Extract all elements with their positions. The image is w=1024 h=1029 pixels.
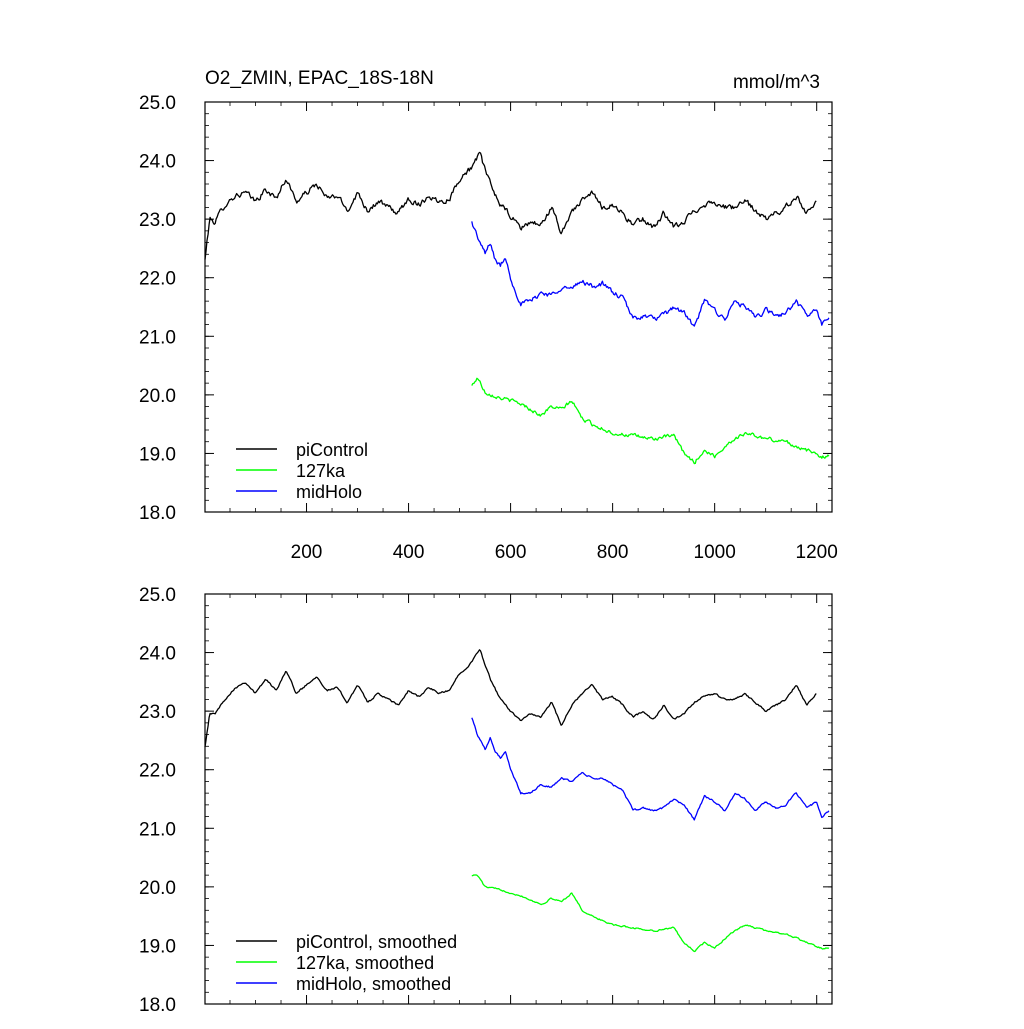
x-tick-label: 600 <box>495 542 527 563</box>
chart-units: mmol/m^3 <box>733 72 820 93</box>
x-tick-label: 200 <box>291 542 323 563</box>
x-tick-label: 1200 <box>796 542 838 563</box>
y-tick-label: 18.0 <box>139 995 176 1016</box>
legend-label: midHolo <box>296 482 362 502</box>
y-tick-label: 20.0 <box>139 386 176 407</box>
x-tick-label: 1000 <box>694 542 736 563</box>
panel-top: 18.0 19.0 20.0 21.0 22.0 23.0 24.0 25.0 200 400 60… <box>139 93 838 563</box>
legend-label: 127ka, smoothed <box>296 953 434 973</box>
y-tick-label: 21.0 <box>139 819 176 840</box>
y-tick-label: 24.0 <box>139 152 176 173</box>
y-tick-label: 21.0 <box>139 327 176 348</box>
panel-bottom: 18.0 19.0 20.0 21.0 22.0 23.0 24.0 25.0 piContro… <box>139 585 833 1016</box>
series-line-picontrol <box>204 151 817 260</box>
series-line-midholo <box>471 221 830 327</box>
y-tick-label: 20.0 <box>139 878 176 899</box>
series-line-midholo-smoothed <box>471 717 830 821</box>
legend-label: 127ka <box>296 461 346 481</box>
legend-label: piControl <box>296 440 368 460</box>
y-tick-label: 18.0 <box>139 503 176 524</box>
series-line-127ka-smoothed <box>471 874 830 953</box>
series-line-picontrol-smoothed <box>204 649 817 748</box>
x-tick-label: 400 <box>393 542 425 563</box>
y-tick-label: 23.0 <box>139 210 176 231</box>
legend-label: piControl, smoothed <box>296 932 457 952</box>
x-tick-label: 800 <box>597 542 629 563</box>
legend-label: midHolo, smoothed <box>296 974 451 994</box>
chart-title: O2_ZMIN, EPAC_18S-18N <box>205 68 434 89</box>
y-tick-label: 24.0 <box>139 644 176 665</box>
series-line-127ka <box>471 377 830 465</box>
plot-frame <box>204 593 833 1005</box>
plot-frame <box>204 101 833 513</box>
y-tick-label: 19.0 <box>139 444 176 465</box>
y-tick-label: 23.0 <box>139 702 176 723</box>
y-tick-label: 22.0 <box>139 761 176 782</box>
y-tick-label: 25.0 <box>139 585 176 606</box>
y-tick-label: 25.0 <box>139 93 176 114</box>
y-tick-label: 22.0 <box>139 269 176 290</box>
y-tick-label: 19.0 <box>139 936 176 957</box>
